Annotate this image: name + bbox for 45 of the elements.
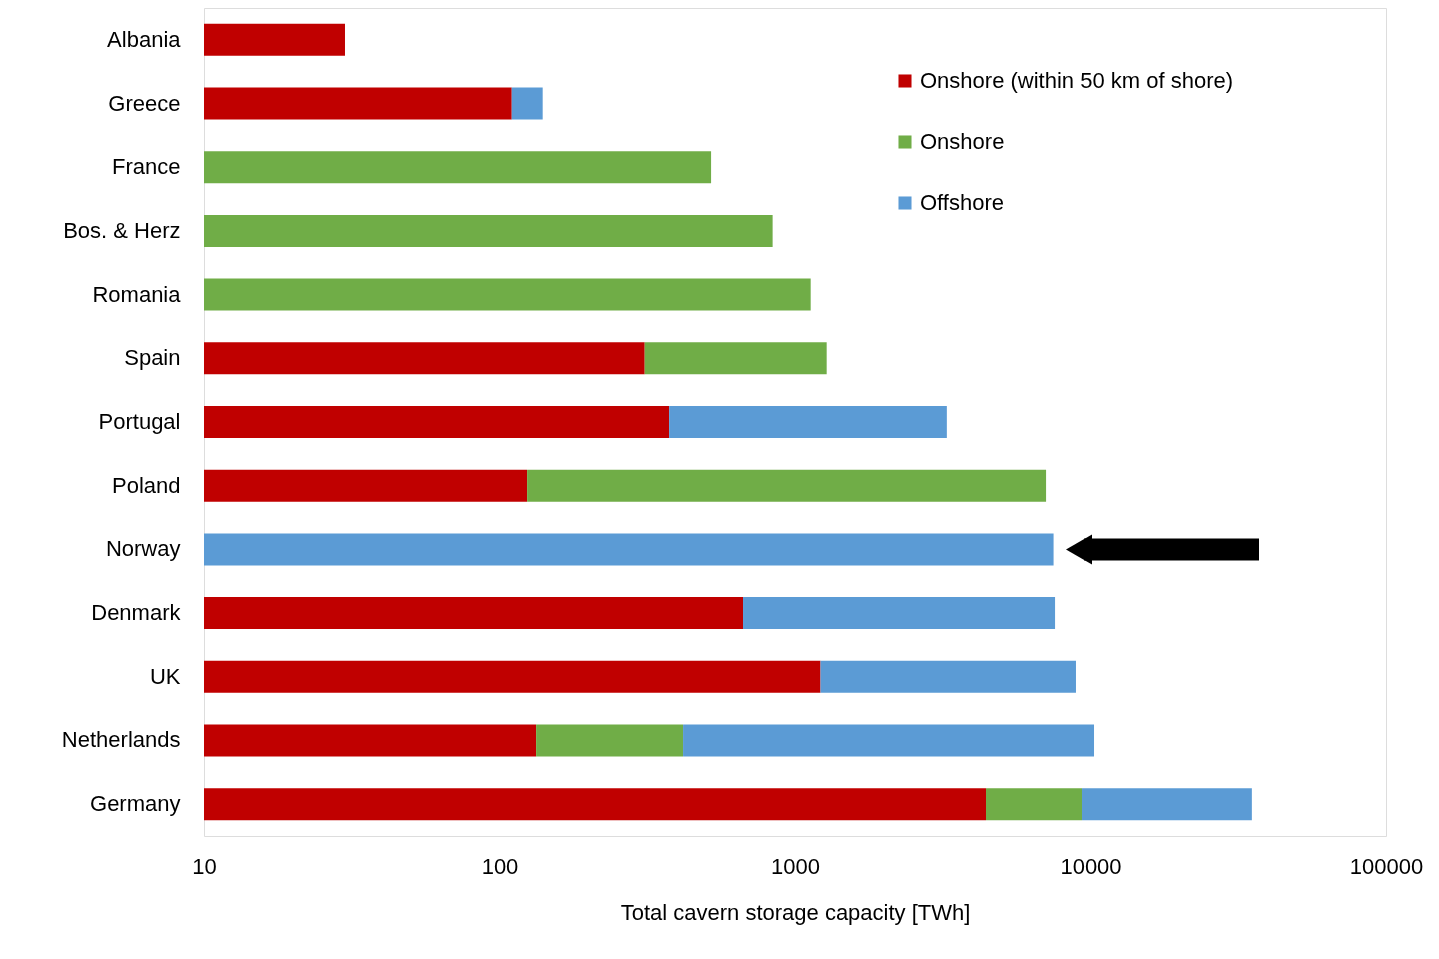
x-tick-label: 100 (481, 853, 519, 879)
x-tick-label: 10000 (1060, 853, 1122, 879)
bar (204, 214, 773, 247)
bar (986, 788, 1083, 821)
legend-label: Onshore (920, 129, 1005, 154)
bar (527, 469, 1047, 502)
x-tick-label: 10 (192, 853, 217, 879)
y-tick-label: Germany (90, 791, 181, 817)
y-tick-label: Spain (124, 345, 181, 371)
bar (204, 87, 512, 120)
bar (204, 406, 670, 438)
bar (204, 342, 645, 375)
y-tick-label: Albania (107, 26, 182, 52)
bar (204, 23, 345, 56)
y-tick-label: Poland (111, 472, 181, 498)
bar (536, 724, 684, 757)
y-tick-label: Romania (92, 281, 182, 307)
bar (204, 278, 811, 311)
legend-label: Onshore (within 50 km of shore) (920, 68, 1234, 93)
y-tick-label: Greece (108, 90, 181, 116)
bar (204, 469, 528, 502)
bar (743, 597, 1056, 630)
bar (204, 660, 821, 693)
bar (820, 660, 1076, 693)
bar (1082, 788, 1252, 821)
bar (669, 406, 947, 438)
x-axis-title: Total cavern storage capacity [TWh] (620, 899, 971, 925)
bar (683, 724, 1095, 757)
y-tick-label: Norway (105, 536, 181, 562)
y-tick-label: Portugal (98, 409, 181, 434)
bar (204, 533, 1054, 566)
bar (204, 724, 537, 757)
bar (204, 788, 987, 821)
legend-label: Offshore (920, 190, 1004, 215)
x-tick-label: 100000 (1349, 853, 1424, 879)
bar (511, 87, 543, 120)
bar (204, 151, 712, 184)
y-tick-label: Bos. & Herz (63, 217, 181, 243)
y-tick-label: Netherlands (61, 727, 181, 753)
x-tick-label: 1000 (771, 853, 820, 879)
bar (644, 342, 827, 375)
y-tick-label: Denmark (91, 600, 182, 626)
bar (204, 597, 744, 630)
y-tick-label: UK (149, 663, 181, 689)
y-tick-label: France (112, 154, 181, 180)
